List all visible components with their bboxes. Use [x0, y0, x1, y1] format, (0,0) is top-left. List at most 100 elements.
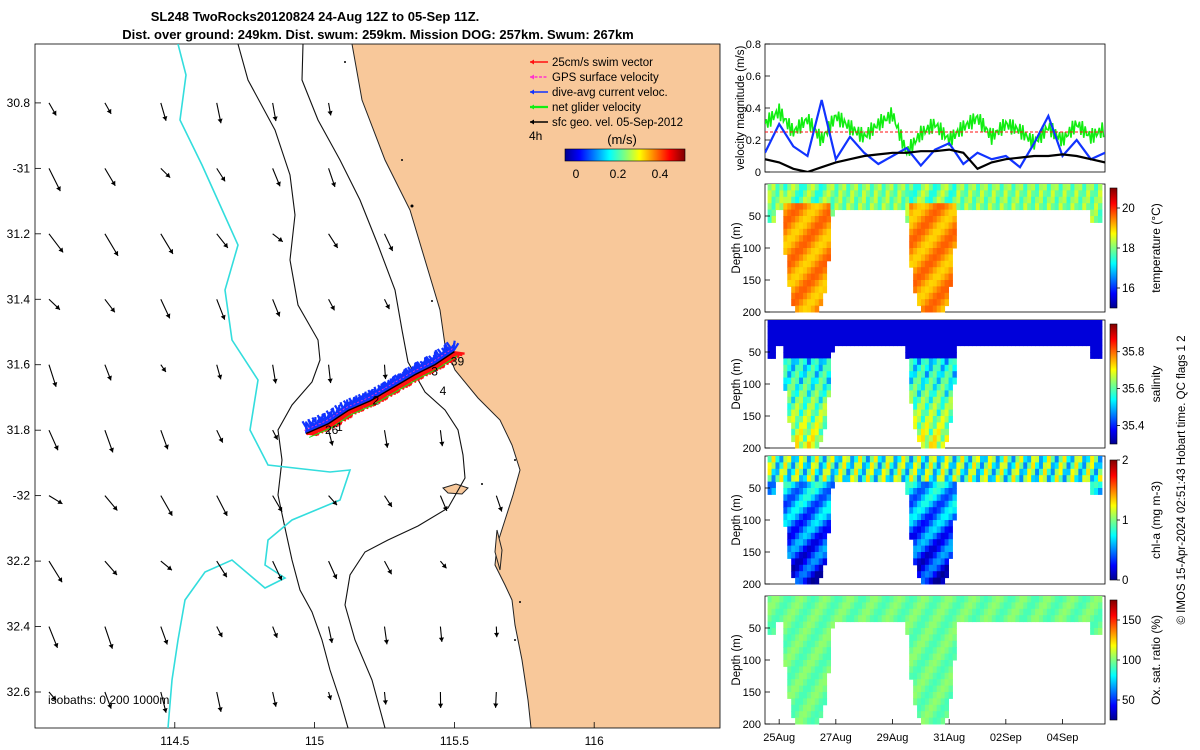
- section-cell: [952, 481, 957, 489]
- colorbar-tick-label: 50: [1122, 695, 1135, 707]
- section-cell: [799, 717, 804, 725]
- section-cell: [893, 462, 898, 470]
- section-cell: [905, 488, 910, 495]
- section-cell: [905, 184, 910, 191]
- section-cell: [964, 332, 969, 340]
- section-cell: [936, 190, 942, 198]
- section-cell: [1062, 456, 1067, 463]
- section-cell: [936, 339, 942, 347]
- section-cell: [940, 416, 946, 423]
- section-cell: [917, 299, 922, 307]
- section-cell: [924, 602, 930, 610]
- section-cell: [948, 660, 953, 667]
- section-cell: [909, 209, 914, 217]
- section-cell: [944, 552, 949, 559]
- section-cell: [889, 184, 894, 191]
- day-marker-label: 3: [431, 364, 438, 378]
- section-cell: [1090, 332, 1095, 340]
- section-cell: [913, 222, 918, 230]
- section-cell: [775, 615, 780, 623]
- section-cell: [1031, 615, 1036, 623]
- section-cell: [932, 273, 938, 281]
- section-cell: [913, 596, 918, 603]
- section-cell: [901, 456, 906, 463]
- section-cell: [1015, 462, 1020, 470]
- section-cell: [830, 621, 835, 629]
- section-cell: [928, 640, 934, 648]
- section-cell: [803, 647, 808, 655]
- section-cell: [803, 660, 808, 667]
- section-cell: [865, 184, 871, 191]
- section-cell: [850, 608, 855, 616]
- section-cell: [1086, 203, 1091, 211]
- section-cell: [826, 628, 831, 635]
- section-cell: [830, 615, 835, 623]
- section-cell: [791, 647, 796, 655]
- section-cell: [850, 190, 855, 198]
- section-cell: [806, 352, 812, 359]
- section-ylabel: Depth (m): [731, 634, 743, 685]
- section-cell: [1039, 184, 1044, 191]
- section-cell: [826, 235, 831, 243]
- section-cell: [791, 203, 796, 211]
- section-cell: [956, 332, 961, 340]
- section-cell: [913, 396, 918, 404]
- section-cell: [1094, 468, 1099, 476]
- section-cell: [822, 390, 828, 398]
- section-cell: [960, 608, 965, 616]
- section-cell: [775, 320, 780, 327]
- section-cell: [822, 500, 828, 508]
- section-cell: [932, 545, 938, 553]
- section-cell: [767, 615, 772, 623]
- section-cell: [822, 209, 828, 217]
- section-cell: [1019, 190, 1024, 198]
- section-cell: [779, 320, 784, 327]
- section-cell: [948, 416, 953, 423]
- section-cell: [940, 596, 946, 603]
- section-cell: [897, 615, 902, 623]
- section-cell: [928, 358, 934, 366]
- section-cell: [1039, 602, 1044, 610]
- section-cell: [940, 222, 946, 230]
- section-cell: [917, 339, 922, 347]
- section-cell: [936, 416, 942, 423]
- section-cell: [806, 416, 812, 423]
- section-cell: [944, 539, 949, 547]
- section-cell: [936, 184, 942, 191]
- section-cell: [1054, 615, 1060, 623]
- section-cell: [917, 513, 922, 521]
- section-cell: [893, 475, 898, 483]
- section-cell: [928, 704, 934, 712]
- section-cell: [909, 621, 914, 629]
- section-cell: [897, 602, 902, 610]
- section-cell: [952, 468, 957, 476]
- section-cell: [924, 235, 930, 243]
- section-cell: [1066, 326, 1071, 334]
- section-cell: [775, 602, 780, 610]
- section-cell: [905, 462, 910, 470]
- section-cell: [921, 672, 926, 680]
- section-cell: [917, 602, 922, 610]
- section-cell: [948, 339, 953, 347]
- section-cell: [928, 692, 934, 699]
- section-cell: [799, 403, 804, 411]
- section-cell: [1094, 456, 1099, 463]
- section-cell: [787, 248, 792, 255]
- section-cell: [921, 254, 926, 262]
- section-cell: [1078, 596, 1083, 603]
- section-cell: [936, 428, 942, 436]
- section-cell: [846, 456, 851, 463]
- section-cell: [1015, 190, 1020, 198]
- section-cell: [799, 358, 804, 366]
- section-cell: [928, 647, 934, 655]
- section-cell: [814, 500, 820, 508]
- section-cell: [842, 203, 847, 211]
- title-line-2: Dist. over ground: 249km. Dist. swum: 25…: [122, 27, 634, 42]
- section-cell: [928, 332, 934, 340]
- section-cell: [1003, 475, 1008, 483]
- section-cell: [913, 475, 918, 483]
- section-cell: [972, 332, 977, 340]
- section-cell: [814, 216, 820, 223]
- section-cell: [810, 396, 816, 404]
- section-cell: [1019, 475, 1024, 483]
